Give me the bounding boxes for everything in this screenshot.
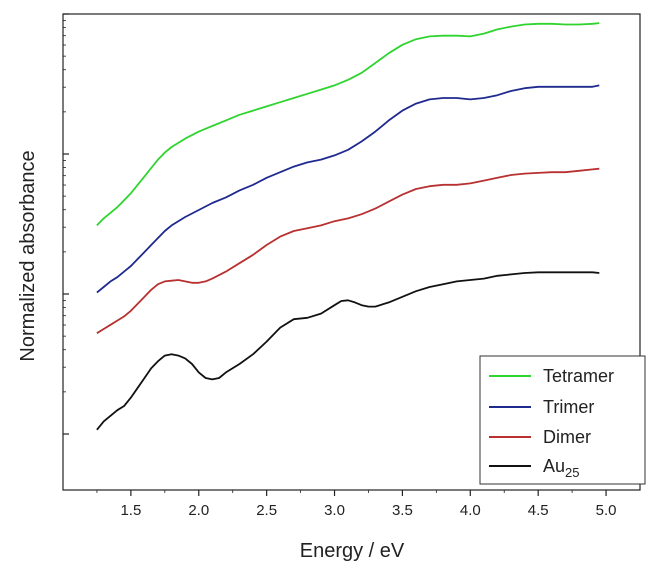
legend-label-au25-sub: 25 (565, 465, 579, 480)
x-tick-label: 2.0 (188, 502, 209, 519)
x-tick-label: 3.5 (392, 502, 413, 519)
legend-label-au25-main: Au (543, 456, 565, 476)
y-axis-ticks (63, 13, 69, 435)
x-tick-label: 4.0 (460, 502, 481, 519)
legend-label-dimer: Dimer (543, 427, 591, 447)
y-axis-title: Normalized absorbance (17, 150, 39, 361)
x-axis-title: Energy / eV (300, 540, 405, 562)
x-tick-label: 2.5 (256, 502, 277, 519)
x-axis-ticks: 1.5 2.0 2.5 3.0 3.5 4.0 4.5 5.0 (96, 490, 617, 519)
x-tick-label: 3.0 (324, 502, 345, 519)
legend-box (479, 355, 646, 485)
legend: Tetramer Trimer Dimer Au25 (479, 355, 646, 485)
legend-label-tetramer: Tetramer (543, 366, 614, 386)
legend-label-au25: Au25 (543, 456, 580, 480)
legend-label-trimer: Trimer (543, 397, 594, 417)
series-lines (96, 22, 600, 431)
series-line-au25 (96, 271, 600, 431)
x-tick-label: 4.5 (528, 502, 549, 519)
series-line-dimer (96, 167, 600, 334)
series-line-trimer (96, 84, 600, 294)
x-tick-label: 1.5 (120, 502, 141, 519)
series-line-tetramer (96, 22, 600, 227)
x-tick-label: 5.0 (596, 502, 617, 519)
